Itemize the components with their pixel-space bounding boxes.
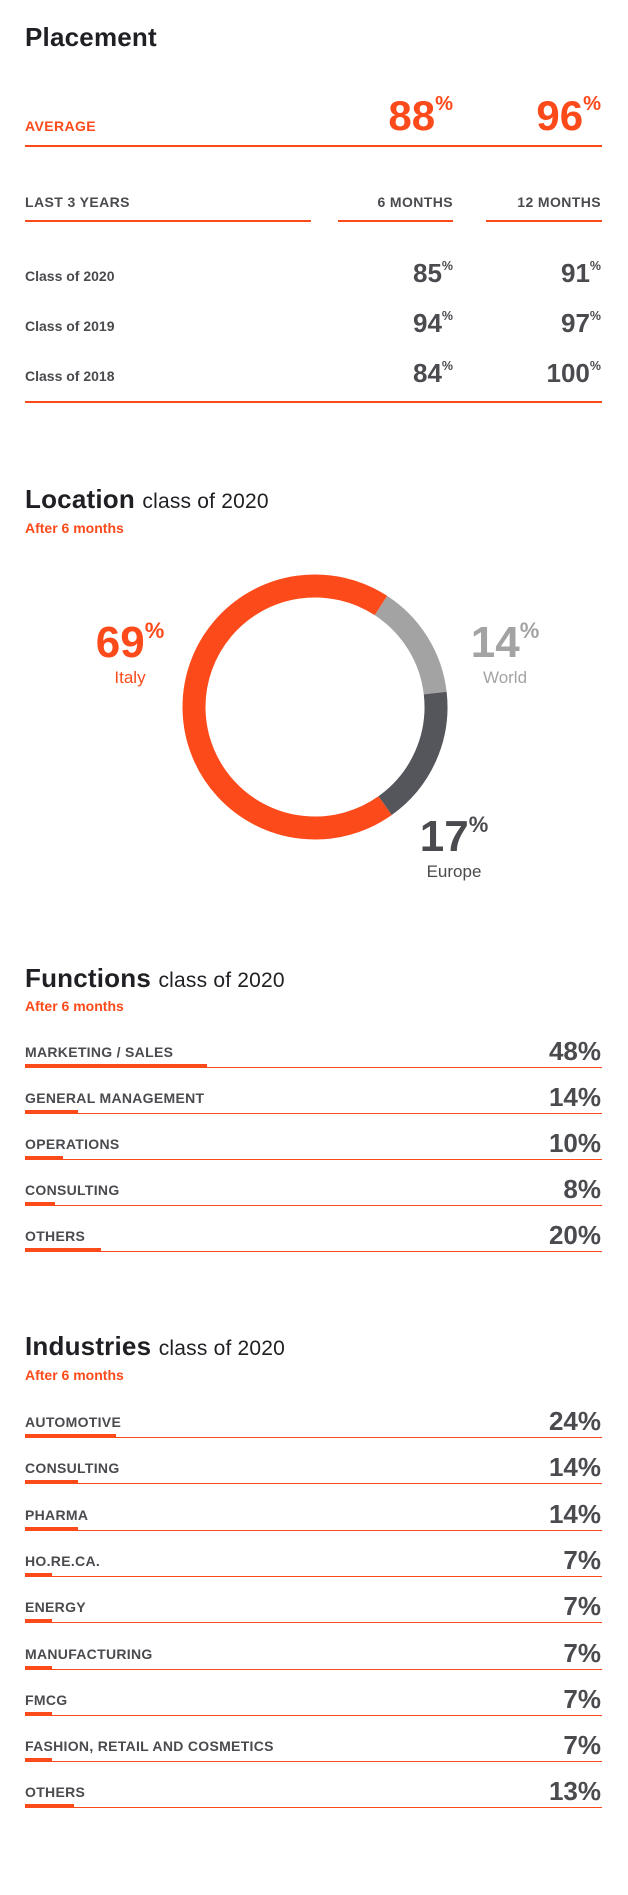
placement-title: Placement [25, 22, 157, 52]
industries-bar-value: 7% [563, 1730, 601, 1761]
europe-name: Europe [426, 862, 482, 881]
placement-bottom-divider [25, 401, 602, 403]
class-row-m12-value: 91% [560, 258, 601, 288]
europe-value: 17% [419, 812, 489, 861]
functions-bar-track [25, 1251, 602, 1252]
industries-bar-value: 14% [548, 1452, 601, 1483]
col-6-months-label: 6 MONTHS [377, 194, 453, 210]
class-row-label: Class of 2018 [25, 368, 115, 384]
functions-bar-label: OTHERS [25, 1228, 86, 1244]
italy-value: 69% [95, 618, 165, 667]
world-name: World [482, 668, 528, 687]
industries-bar-fill [25, 1434, 116, 1438]
class-row-label: Class of 2019 [25, 318, 115, 334]
industries-bar-label: HO.RE.CA. [25, 1552, 101, 1569]
industries-bar-track [25, 1575, 602, 1577]
functions-bar-track [25, 1159, 602, 1160]
world-label: 14% World [455, 618, 555, 688]
industries-bar-value: 24% [548, 1406, 601, 1436]
industries-after: After 6 months [25, 1367, 124, 1383]
industries-bar-label: MANUFACTURING [25, 1645, 153, 1662]
class-row-m12-value: 100% [546, 358, 601, 388]
average-label: AVERAGE [25, 118, 96, 134]
industries-bar-label: AUTOMOTIVE [25, 1414, 122, 1430]
header-divider-1 [25, 220, 311, 222]
industries-bar-track [25, 1483, 602, 1485]
italy-label: 69% Italy [80, 618, 180, 688]
functions-bar-value: 48% [548, 1036, 601, 1066]
functions-bar-value: 20% [548, 1220, 601, 1250]
industries-bar-value: 7% [563, 1591, 601, 1622]
class-row-m6-value: 85% [412, 258, 453, 288]
europe-label: 17% Europe [404, 812, 504, 882]
location-donut [182, 574, 448, 840]
functions-bar-label: MARKETING / SALES [25, 1044, 174, 1060]
industries-bar-label: OTHERS [25, 1784, 86, 1801]
col-12-months-label: 12 MONTHS [517, 194, 601, 210]
functions-bar-track [25, 1205, 602, 1206]
last-3-years-label: LAST 3 YEARS [25, 194, 130, 210]
industries-bar-fill [25, 1572, 52, 1577]
functions-bar-value: 8% [563, 1174, 601, 1204]
industries-bar-label: PHARMA [25, 1506, 89, 1523]
italy-name: Italy [114, 668, 146, 687]
header-divider-2 [338, 220, 453, 222]
industries-bar-track [25, 1807, 602, 1809]
functions-bar-label: GENERAL MANAGEMENT [25, 1090, 205, 1106]
donut-slice-italy [182, 574, 392, 840]
industries-bar-fill [25, 1665, 52, 1670]
industries-bar-value: 14% [548, 1498, 601, 1529]
functions-after: After 6 months [25, 998, 124, 1014]
industries-bar-fill [25, 1711, 52, 1716]
header-divider-3 [486, 220, 602, 222]
functions-bar-fill [25, 1156, 63, 1160]
industries-bar-track [25, 1529, 602, 1531]
average-6m-value: 88% [388, 92, 453, 139]
functions-bar-value: 14% [548, 1082, 601, 1112]
functions-bar-fill [25, 1248, 101, 1252]
functions-bar-label: CONSULTING [25, 1182, 120, 1198]
industries-bar-label: FASHION, RETAIL AND COSMETICS [25, 1738, 274, 1755]
average-12m-value: 96% [536, 92, 601, 139]
industries-bar-value: 13% [548, 1776, 601, 1807]
functions-bar-value: 10% [548, 1128, 601, 1158]
average-divider [25, 145, 602, 147]
world-value: 14% [470, 618, 540, 667]
donut-slice-world [374, 595, 447, 695]
industries-bar-fill [25, 1480, 78, 1485]
class-row-m12-value: 97% [560, 308, 601, 338]
location-title: Location class of 2020 [25, 484, 269, 514]
class-row-m6-value: 84% [412, 358, 453, 388]
location-after: After 6 months [25, 520, 124, 536]
industries-bar-fill [25, 1619, 52, 1624]
functions-bar-fill [25, 1202, 55, 1206]
class-row-label: Class of 2020 [25, 268, 115, 284]
industries-bar-value: 7% [563, 1544, 601, 1575]
industries-bar-fill [25, 1758, 52, 1763]
industries-bar-label: ENERGY [25, 1599, 86, 1616]
industries-bar-label: FMCG [25, 1691, 68, 1708]
industries-title: Industries class of 2020 [25, 1331, 286, 1361]
industries-bar-track [25, 1622, 602, 1624]
industries-bar-fill [25, 1526, 78, 1531]
industries-bar-value: 7% [563, 1637, 601, 1668]
industries-bar-track [25, 1437, 602, 1438]
donut-slice-europe [378, 691, 448, 816]
industries-bar-value: 7% [563, 1683, 601, 1714]
functions-bar-fill [25, 1064, 207, 1068]
industries-bar-label: CONSULTING [25, 1460, 120, 1477]
industries-bar-track [25, 1668, 602, 1670]
functions-bar-label: OPERATIONS [25, 1136, 120, 1152]
industries-bar-track [25, 1714, 602, 1716]
functions-bar-fill [25, 1110, 78, 1114]
functions-title: Functions class of 2020 [25, 963, 285, 993]
industries-bar-fill [25, 1804, 74, 1809]
industries-bar-track [25, 1761, 602, 1763]
functions-bar-track [25, 1113, 602, 1114]
functions-bar-track [25, 1067, 602, 1068]
class-row-m6-value: 94% [412, 308, 453, 338]
